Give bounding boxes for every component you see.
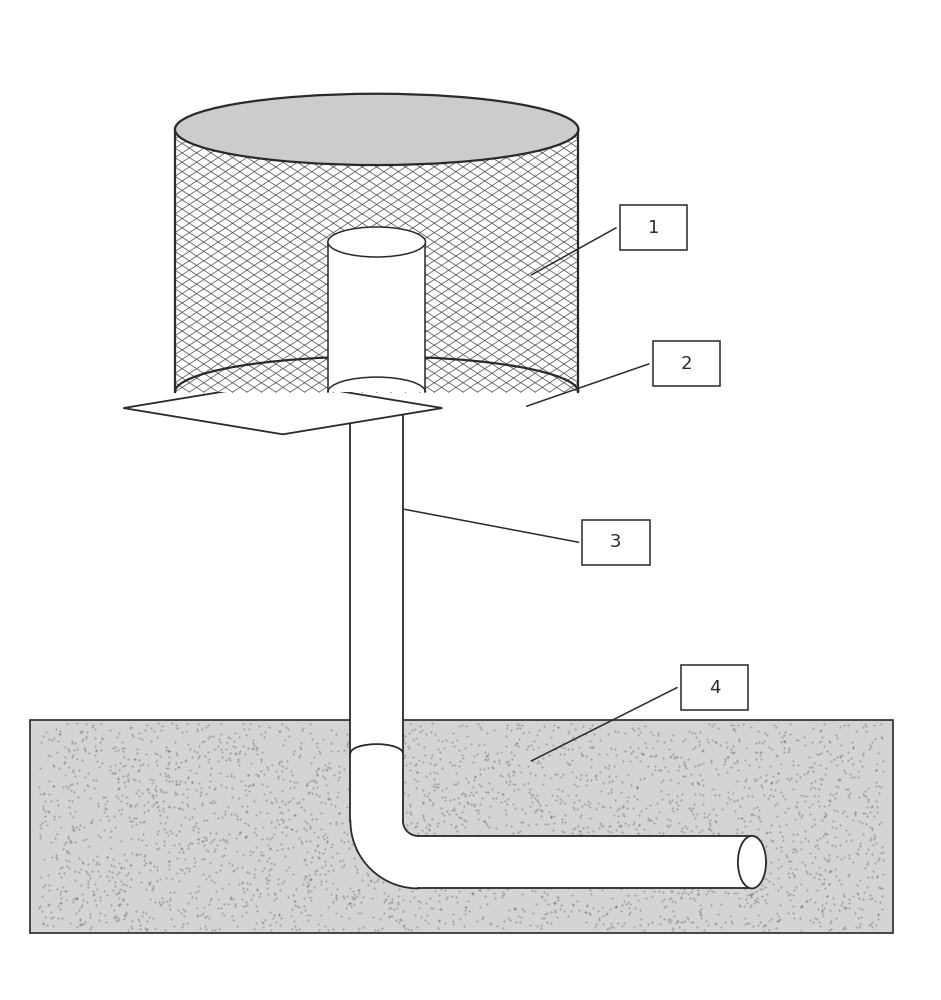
Text: 2: 2	[680, 355, 692, 373]
Polygon shape	[175, 129, 579, 392]
FancyBboxPatch shape	[620, 205, 687, 250]
Ellipse shape	[350, 744, 403, 763]
Text: 1: 1	[647, 219, 659, 237]
Polygon shape	[350, 408, 403, 753]
Polygon shape	[123, 382, 442, 434]
FancyBboxPatch shape	[680, 665, 748, 710]
Ellipse shape	[327, 227, 425, 257]
FancyBboxPatch shape	[652, 341, 720, 386]
Polygon shape	[29, 720, 893, 933]
Text: 3: 3	[610, 533, 622, 551]
Ellipse shape	[175, 94, 579, 165]
FancyBboxPatch shape	[582, 520, 649, 565]
Polygon shape	[350, 753, 752, 888]
Ellipse shape	[738, 836, 766, 888]
Text: 4: 4	[709, 679, 720, 697]
Polygon shape	[327, 242, 425, 392]
